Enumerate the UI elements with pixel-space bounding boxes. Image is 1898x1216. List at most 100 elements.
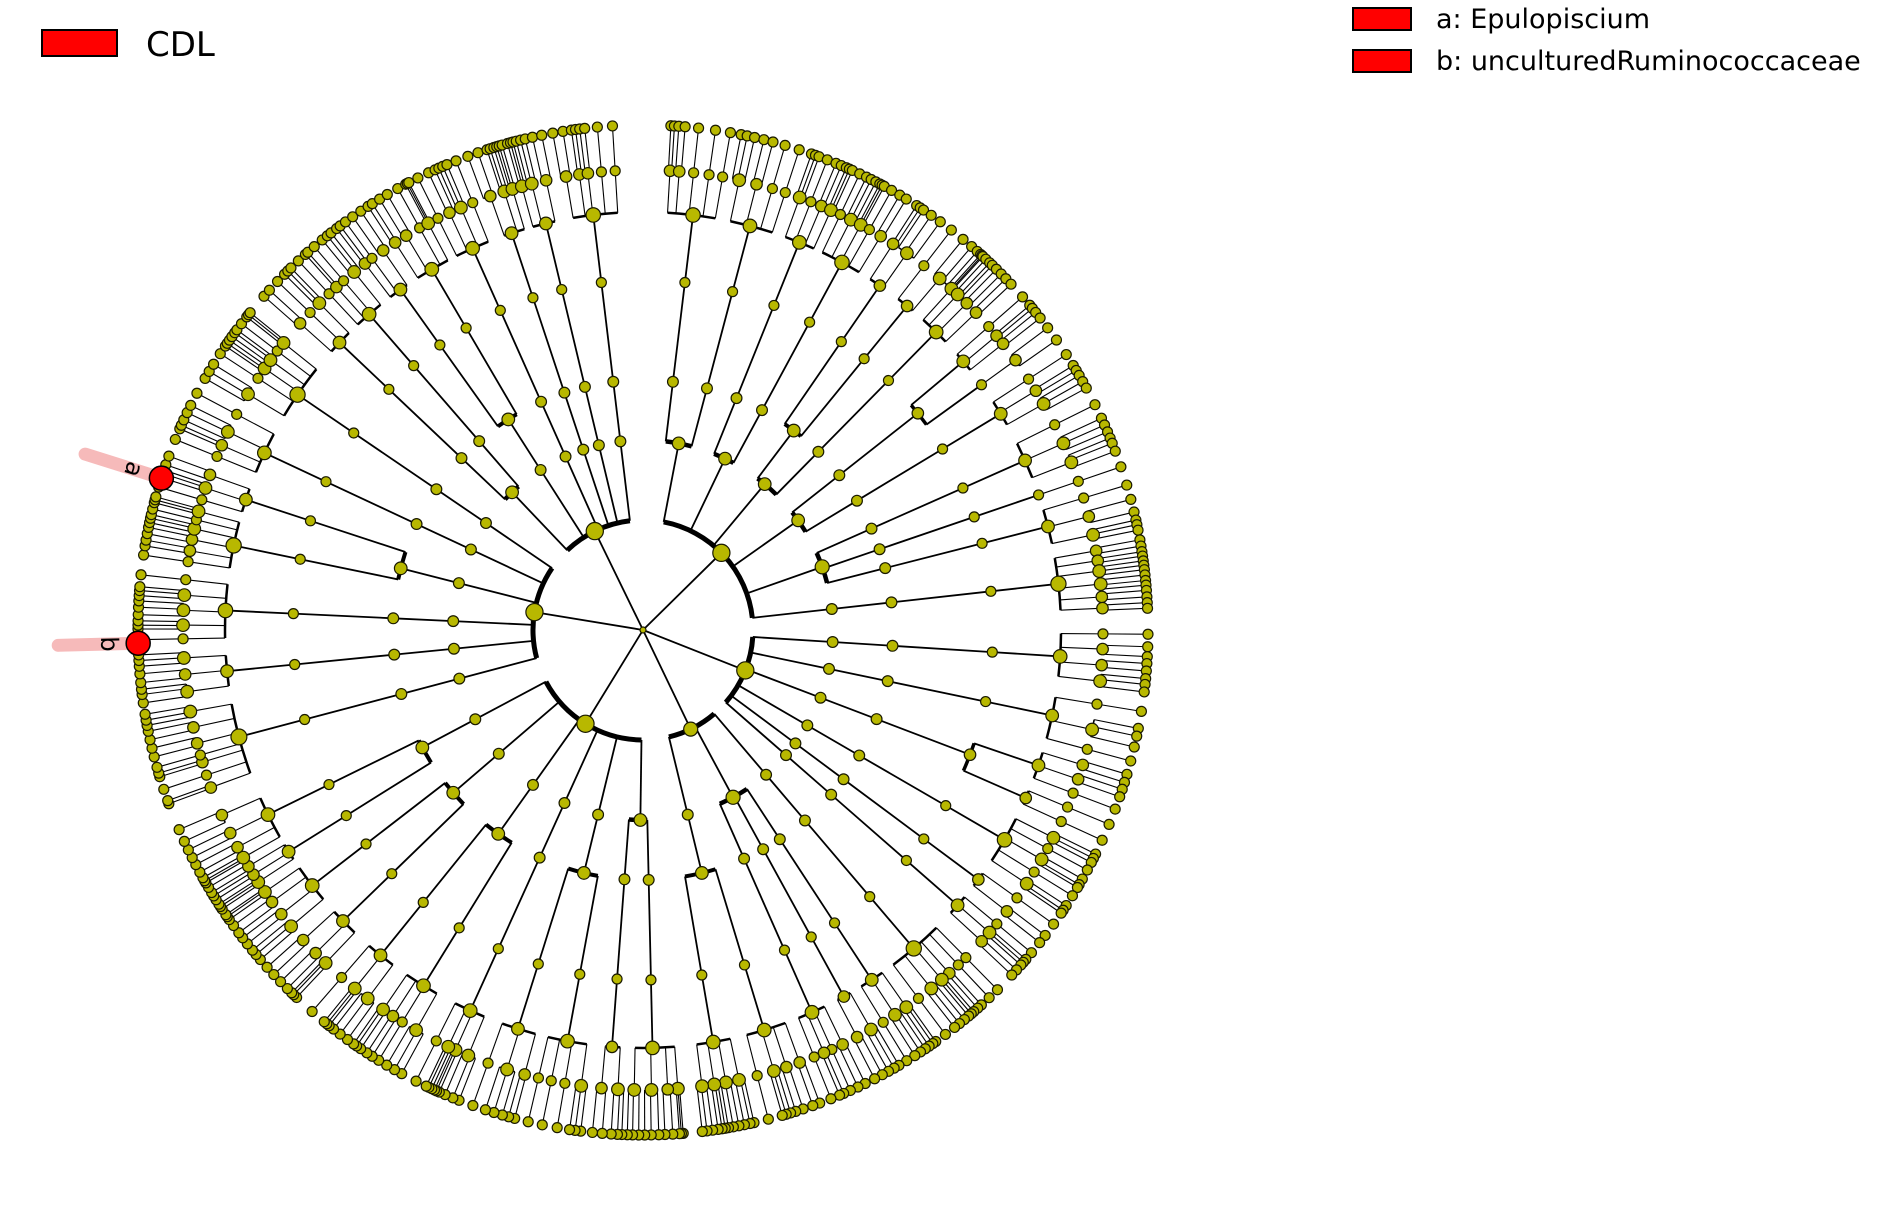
clade-branch <box>225 345 263 372</box>
clade-branch <box>1032 461 1072 479</box>
clade-node <box>504 226 519 241</box>
clade-branch <box>853 1038 876 1080</box>
clade-branch <box>892 964 919 999</box>
clade-branch <box>215 875 255 901</box>
clade-branch <box>1050 719 1093 731</box>
clade-branch <box>964 268 997 302</box>
clade-branch <box>675 171 680 214</box>
clade-node <box>671 436 686 451</box>
clade-branch <box>1051 841 1092 863</box>
clade-branch <box>371 203 397 242</box>
clade-branch <box>297 260 330 295</box>
clade-branch <box>1003 914 1040 944</box>
clade-node <box>443 206 456 220</box>
clade-node <box>467 1099 479 1112</box>
clade-branch <box>973 742 1039 767</box>
clade-branch <box>744 137 756 182</box>
clade-branch <box>401 677 460 695</box>
clade-node <box>252 372 264 384</box>
clade-branch <box>906 1006 934 1044</box>
clade-branch <box>472 202 489 242</box>
clade-branch <box>280 887 315 915</box>
clade-branch <box>1092 726 1137 737</box>
clade-branch <box>752 608 832 619</box>
clade-branch <box>259 929 295 960</box>
clade-branch <box>394 647 455 656</box>
clade-node <box>611 973 623 985</box>
clade-branch <box>964 896 998 925</box>
clade-node <box>719 1075 733 1090</box>
clade-node <box>696 1125 708 1138</box>
clade-branch <box>221 883 260 910</box>
clade-branch <box>210 772 251 789</box>
clade-branch <box>1063 424 1105 444</box>
clade-node <box>1034 312 1046 324</box>
clade-node <box>864 972 879 987</box>
clade-node <box>215 808 229 822</box>
clade-branch <box>662 443 680 523</box>
clade-branch <box>520 139 533 184</box>
clade-node <box>1019 791 1033 805</box>
clade-branch <box>439 344 499 427</box>
clade-node <box>446 785 461 800</box>
clade-branch <box>144 706 190 715</box>
clade-node <box>306 1005 318 1018</box>
clade-node <box>381 188 393 201</box>
clade-branch <box>514 1074 527 1119</box>
clade-node <box>642 873 655 886</box>
clade-branch <box>139 595 185 600</box>
clade-branch <box>190 404 232 426</box>
clade-node <box>276 336 291 350</box>
clade-node <box>928 324 944 340</box>
clade-branch <box>664 381 674 442</box>
clade-node <box>882 374 895 387</box>
clade-node <box>220 664 234 679</box>
clade-node <box>1095 590 1109 604</box>
clade-branch <box>989 932 1024 963</box>
clade-node <box>1142 628 1154 640</box>
clade-node <box>551 1122 563 1134</box>
clade-branch <box>578 875 599 975</box>
clade-branch <box>956 326 990 355</box>
clade-branch <box>379 901 424 956</box>
clade-branch <box>431 1047 452 1089</box>
clade-node <box>347 211 359 223</box>
clade-branch <box>309 312 341 342</box>
clade-branch <box>1093 529 1139 540</box>
clade-branch <box>568 1085 577 1130</box>
highlight-letter-b: b <box>95 636 123 652</box>
clade-node <box>396 1016 408 1028</box>
clade-node <box>1081 864 1093 876</box>
clade-branch <box>532 297 566 393</box>
clade-branch <box>584 386 600 446</box>
clade-branch <box>806 1014 825 1054</box>
clade-node <box>618 873 631 886</box>
clade-branch <box>597 736 618 815</box>
clade-node <box>912 992 925 1005</box>
clade-branch <box>405 235 429 272</box>
clade-node <box>173 824 185 836</box>
clade-node <box>834 254 850 271</box>
clade-node <box>917 204 930 216</box>
clade-branch <box>743 1078 755 1123</box>
clade-node <box>983 320 995 333</box>
clade-branch <box>291 960 324 994</box>
clade-node <box>576 714 595 733</box>
clade-branch <box>365 782 446 845</box>
clade-node <box>607 375 620 388</box>
clade-branch <box>379 198 404 238</box>
clade-node <box>284 919 299 934</box>
clade-node <box>868 1073 881 1085</box>
clade-branch <box>433 1048 454 1091</box>
clade-branch <box>141 683 187 690</box>
clade-node <box>223 826 237 840</box>
clade-branch <box>1046 737 1088 750</box>
clade-node <box>479 1104 492 1116</box>
clade-branch <box>775 451 819 496</box>
clade-node <box>1071 772 1085 786</box>
clade-branch <box>745 668 821 699</box>
clade-branch <box>765 774 806 822</box>
clade-branch <box>684 214 694 283</box>
clade-branch <box>1016 897 1054 925</box>
clade-branch <box>664 1047 669 1090</box>
